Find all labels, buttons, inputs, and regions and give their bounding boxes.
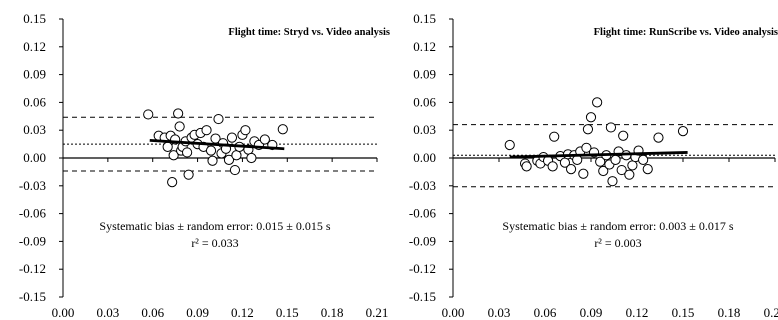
data-point bbox=[595, 156, 606, 167]
x-tick-label: 0.15 bbox=[672, 305, 695, 320]
data-point bbox=[205, 145, 217, 156]
y-tick-label: 0.03 bbox=[23, 122, 46, 137]
data-point bbox=[642, 164, 653, 175]
x-tick-label: 0.12 bbox=[626, 305, 649, 320]
data-point bbox=[223, 154, 235, 165]
r-squared-annotation: r² = 0.003 bbox=[594, 236, 641, 250]
panel-runscribe: 0.15 0.12 0.09 0.06 0.03 0.00 -0.03 -0.06 -0.09 -… bbox=[409, 11, 778, 320]
bias-annotation: Systematic bias ± random error: 0.003 ± … bbox=[502, 219, 733, 233]
x-tick-label: 0.09 bbox=[186, 305, 209, 320]
x-tick-label: 0.03 bbox=[96, 305, 119, 320]
data-point bbox=[598, 165, 609, 177]
data-point bbox=[565, 164, 577, 175]
x-tick-label: 0.18 bbox=[321, 305, 344, 320]
x-tick-label: 0.18 bbox=[718, 305, 741, 320]
data-point bbox=[162, 141, 173, 152]
data-point bbox=[638, 154, 649, 165]
data-point bbox=[183, 169, 194, 180]
regression-line bbox=[149, 138, 285, 151]
x-tick-label: 0.00 bbox=[442, 305, 465, 320]
data-point bbox=[624, 169, 635, 180]
data-point bbox=[549, 131, 560, 142]
data-point bbox=[677, 126, 689, 137]
data-point bbox=[259, 134, 270, 145]
data-point bbox=[246, 152, 257, 164]
panel-title: Flight time: Stryd vs. Video analysis bbox=[228, 27, 390, 38]
data-point bbox=[585, 112, 597, 123]
data-point bbox=[521, 161, 532, 172]
y-tick-label: -0.12 bbox=[19, 261, 46, 276]
data-point bbox=[182, 147, 193, 158]
x-tick-label: 0.06 bbox=[534, 305, 557, 320]
y-tick-label: -0.06 bbox=[19, 206, 47, 221]
y-tick-label: 0.03 bbox=[413, 122, 436, 137]
y-tick-label: 0.00 bbox=[23, 150, 46, 165]
y-tick-label: -0.03 bbox=[409, 178, 436, 193]
data-point bbox=[607, 176, 618, 187]
data-point bbox=[605, 122, 617, 133]
y-tick-label: 0.09 bbox=[413, 67, 436, 82]
y-tick-label: 0.15 bbox=[413, 11, 436, 26]
data-point bbox=[618, 130, 629, 141]
x-tick-label: 0.21 bbox=[366, 305, 389, 320]
data-point bbox=[627, 160, 638, 171]
data-point bbox=[547, 161, 558, 172]
y-tick-label: 0.15 bbox=[23, 11, 46, 26]
data-point bbox=[168, 150, 179, 161]
data-point bbox=[213, 113, 224, 125]
bias-annotation: Systematic bias ± random error: 0.015 ± … bbox=[99, 219, 330, 233]
data-point bbox=[653, 132, 664, 143]
y-tick-label: 0.06 bbox=[23, 94, 46, 109]
data-point bbox=[173, 108, 184, 119]
data-point bbox=[610, 154, 621, 165]
y-tick-label: -0.06 bbox=[409, 206, 437, 221]
data-point bbox=[143, 109, 154, 120]
r-squared-annotation: r² = 0.033 bbox=[191, 236, 238, 250]
y-tick-label: 0.09 bbox=[23, 67, 46, 82]
y-tick-label: 0.06 bbox=[413, 94, 436, 109]
x-tick-label: 0.21 bbox=[764, 305, 778, 320]
x-tick-label: 0.03 bbox=[488, 305, 511, 320]
data-point bbox=[226, 132, 238, 143]
data-point bbox=[504, 139, 515, 151]
y-tick-label: -0.09 bbox=[19, 233, 46, 248]
x-tick-label: 0.12 bbox=[231, 305, 254, 320]
x-tick-label: 0.09 bbox=[580, 305, 603, 320]
data-point bbox=[167, 176, 178, 188]
y-tick-label: 0.12 bbox=[23, 39, 46, 54]
panel-stryd: 0.15 0.12 0.09 0.06 0.03 0.00 -0.03 -0.06 -0.09 -… bbox=[19, 11, 390, 320]
x-tick-label: 0.06 bbox=[141, 305, 164, 320]
x-tick-label: 0.15 bbox=[276, 305, 299, 320]
panel-title: Flight time: RunScribe vs. Video analysi… bbox=[594, 27, 778, 38]
y-tick-label: 0.00 bbox=[413, 150, 436, 165]
data-point bbox=[240, 125, 251, 136]
data-point bbox=[578, 168, 589, 179]
y-tick-label: 0.12 bbox=[413, 39, 436, 54]
data-point bbox=[582, 124, 594, 135]
data-point bbox=[592, 97, 603, 108]
data-point bbox=[207, 155, 218, 166]
regression-line bbox=[509, 151, 688, 159]
y-tick-label: -0.15 bbox=[19, 289, 46, 304]
data-point bbox=[277, 124, 288, 135]
data-point bbox=[201, 125, 212, 136]
data-point bbox=[174, 121, 185, 132]
y-tick-label: -0.03 bbox=[19, 178, 46, 193]
data-point bbox=[229, 164, 241, 176]
y-tick-label: -0.12 bbox=[409, 261, 436, 276]
data-point bbox=[231, 150, 242, 161]
data-point bbox=[616, 164, 627, 176]
data-point bbox=[581, 142, 592, 153]
x-tick-label: 0.00 bbox=[52, 305, 75, 320]
y-tick-label: -0.15 bbox=[409, 289, 436, 304]
y-tick-label: -0.09 bbox=[409, 233, 436, 248]
